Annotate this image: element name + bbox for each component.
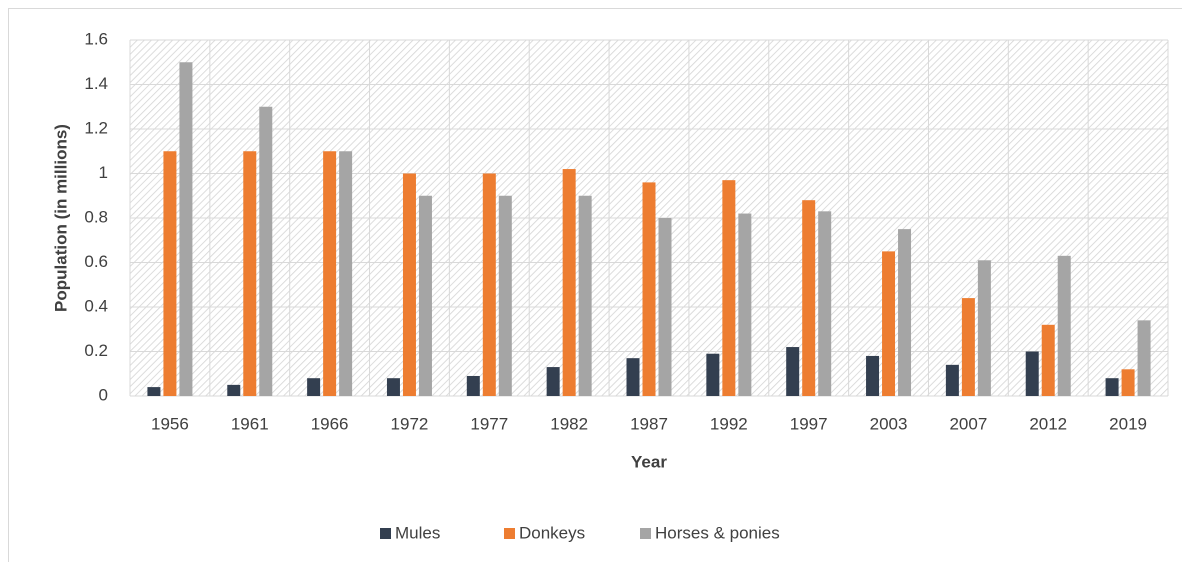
x-tick-label: 1997	[790, 414, 828, 433]
bar	[866, 355, 880, 396]
bar	[1057, 255, 1071, 396]
bar	[466, 375, 480, 396]
legend-label: Donkeys	[519, 523, 585, 542]
y-tick-label: 0.6	[84, 252, 108, 271]
bar	[722, 180, 736, 396]
bar	[163, 151, 177, 396]
bar	[882, 251, 896, 396]
bar	[802, 200, 816, 396]
x-axis-title: Year	[631, 452, 667, 471]
y-tick-label: 1.4	[84, 74, 108, 93]
bar	[498, 195, 512, 396]
bar	[227, 384, 241, 396]
bar	[961, 298, 975, 396]
bar	[402, 173, 416, 396]
bar	[323, 151, 337, 396]
bar	[562, 169, 576, 396]
bar	[1105, 378, 1119, 396]
bar	[1121, 369, 1135, 396]
x-tick-label: 1992	[710, 414, 748, 433]
bar	[1025, 351, 1039, 396]
x-tick-label: 1987	[630, 414, 668, 433]
y-tick-label: 0.8	[84, 207, 108, 226]
bar	[945, 364, 959, 396]
y-tick-label: 0	[99, 385, 108, 404]
y-tick-label: 0.4	[84, 296, 108, 315]
y-tick-label: 0.2	[84, 341, 108, 360]
y-tick-label: 1.2	[84, 118, 108, 137]
x-tick-label: 1966	[311, 414, 349, 433]
x-tick-label: 1982	[550, 414, 588, 433]
bar	[307, 378, 321, 396]
bar	[738, 213, 752, 396]
legend-swatch	[380, 528, 391, 539]
bar	[482, 173, 496, 396]
bar	[259, 106, 273, 396]
bar	[243, 151, 257, 396]
x-tick-label: 1972	[391, 414, 429, 433]
y-axis-title: Population (in millions)	[51, 124, 70, 312]
legend-swatch	[640, 528, 651, 539]
x-tick-label: 2003	[870, 414, 908, 433]
legend-label: Mules	[395, 523, 440, 542]
bar	[1137, 320, 1151, 396]
bar	[418, 195, 432, 396]
legend-label: Horses & ponies	[655, 523, 780, 542]
legend-swatch	[504, 528, 515, 539]
y-tick-label: 1.6	[84, 29, 108, 48]
x-tick-label: 1977	[470, 414, 508, 433]
bar	[179, 62, 193, 396]
bar	[898, 229, 912, 396]
y-tick-label: 1	[99, 163, 108, 182]
bar	[658, 218, 672, 396]
x-tick-label: 1956	[151, 414, 189, 433]
x-tick-label: 1961	[231, 414, 269, 433]
x-tick-label: 2007	[949, 414, 987, 433]
bar	[386, 378, 400, 396]
bar	[626, 358, 640, 396]
x-tick-label: 2019	[1109, 414, 1147, 433]
bar	[977, 260, 991, 396]
bar	[1041, 324, 1055, 396]
bar	[147, 387, 161, 396]
bar	[706, 353, 720, 396]
bar	[578, 195, 592, 396]
bar	[642, 182, 656, 396]
bar	[339, 151, 353, 396]
x-tick-label: 2012	[1029, 414, 1067, 433]
bar	[818, 211, 832, 396]
bar	[546, 367, 560, 396]
chart-border	[8, 8, 1182, 562]
bar	[786, 347, 800, 396]
